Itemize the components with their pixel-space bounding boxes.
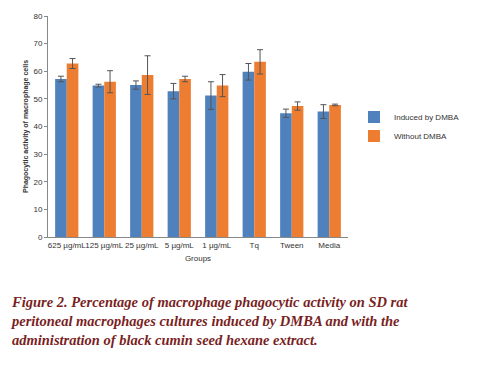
svg-text:80: 80 bbox=[33, 12, 42, 21]
svg-text:1 µg/mL: 1 µg/mL bbox=[202, 241, 232, 250]
svg-text:60: 60 bbox=[33, 67, 42, 76]
svg-text:Tq: Tq bbox=[250, 241, 259, 250]
svg-text:Induced by DMBA: Induced by DMBA bbox=[394, 113, 459, 122]
html-text:Figure 2. Percentage of macrop: Figure 2. Percentage of macrophage phago… bbox=[12, 294, 408, 348]
svg-text:625 µg/mL: 625 µg/mL bbox=[48, 241, 87, 250]
svg-text:Groups: Groups bbox=[185, 254, 211, 263]
svg-text:0: 0 bbox=[38, 233, 43, 242]
svg-text:10: 10 bbox=[33, 205, 42, 214]
svg-text:50: 50 bbox=[33, 95, 42, 104]
svg-text:125 µg/mL: 125 µg/mL bbox=[85, 241, 124, 250]
svg-text:Tween: Tween bbox=[280, 241, 304, 250]
svg-text:30: 30 bbox=[33, 150, 42, 159]
svg-text:Phagocytic activity of macroph: Phagocytic activity of macrophage cells bbox=[22, 60, 30, 193]
svg-text:70: 70 bbox=[33, 39, 42, 48]
svg-text:Without DMBA: Without DMBA bbox=[394, 132, 447, 141]
svg-text:20: 20 bbox=[33, 178, 42, 187]
svg-text:25 µg/mL: 25 µg/mL bbox=[125, 241, 159, 250]
svg-text:5 µg/mL: 5 µg/mL bbox=[165, 241, 195, 250]
svg-text:Media: Media bbox=[318, 241, 340, 250]
svg-text:40: 40 bbox=[33, 122, 42, 131]
